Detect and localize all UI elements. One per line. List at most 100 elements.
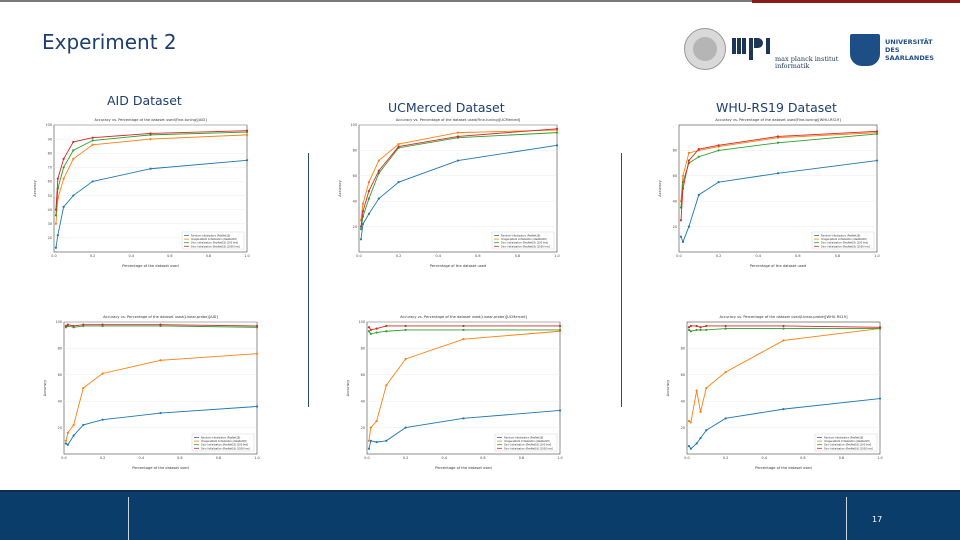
data-point	[62, 205, 65, 208]
y-tick-label: 20	[353, 225, 357, 229]
y-tick-label: 80	[681, 347, 685, 351]
data-point	[62, 166, 65, 169]
y-tick-label: 30	[48, 222, 52, 226]
data-point	[687, 328, 691, 332]
legend-entry: Dino Initialization (ResNet18) [1000 Ims…	[191, 245, 240, 248]
legend-entry: ImageneNet1 Initialization (ResNet18)	[821, 238, 867, 241]
y-tick-label: 50	[48, 194, 52, 198]
data-point	[367, 330, 371, 333]
data-point	[687, 419, 691, 423]
data-point	[91, 143, 94, 146]
series-line	[360, 128, 558, 227]
y-axis-label: Accuracy	[33, 179, 37, 196]
data-point	[72, 140, 75, 144]
chart-title: Accuracy vs. Percentage of the dataset u…	[94, 118, 207, 122]
y-tick-label: 60	[673, 174, 677, 178]
data-point	[367, 181, 370, 184]
data-point	[82, 386, 85, 390]
series-line	[688, 398, 881, 450]
x-tick-label: 0.0	[356, 254, 361, 258]
data-point	[62, 177, 65, 180]
data-point	[54, 222, 58, 225]
y-tick-label: 80	[353, 149, 357, 153]
data-point	[385, 384, 388, 387]
data-point	[101, 323, 104, 326]
y-tick-label: 40	[48, 208, 52, 212]
data-point	[149, 132, 152, 135]
data-point	[462, 328, 465, 332]
series-line	[368, 325, 560, 331]
y-axis-label: Accuracy	[346, 379, 350, 396]
data-point	[385, 324, 388, 328]
data-point	[64, 442, 68, 445]
data-point	[82, 323, 85, 326]
data-point	[159, 411, 162, 415]
legend-entry: Dino Initialization (ResNet18) [100 Ims]	[501, 242, 548, 245]
data-point	[776, 141, 780, 144]
data-point	[776, 172, 780, 175]
x-tick-label: 0.2	[396, 254, 401, 258]
y-tick-label: 20	[58, 426, 62, 430]
series-line	[688, 328, 881, 424]
data-point	[462, 338, 465, 341]
data-point	[404, 324, 407, 328]
data-point	[361, 222, 365, 226]
x-axis-label: Percentage of the dataset used	[132, 466, 188, 470]
y-tick-label: 90	[48, 137, 52, 141]
data-point	[679, 235, 683, 238]
top-rule	[0, 0, 752, 2]
plot-frame	[678, 124, 878, 253]
data-point	[375, 331, 378, 334]
x-tick-label: 1.0	[554, 254, 559, 258]
data-point	[695, 442, 698, 445]
legend-entry: ImageneNet1 Initialization (ResNet18)	[824, 440, 870, 443]
data-point	[699, 437, 702, 440]
data-point	[681, 240, 685, 243]
x-tick-label: 0.8	[515, 254, 520, 258]
legend-entry: Random Initialization (ResNet18)	[191, 235, 230, 238]
y-tick-label: 100	[46, 123, 52, 127]
x-tick-label: 0.4	[761, 456, 766, 460]
data-point	[54, 208, 58, 211]
x-tick-label: 0.4	[128, 254, 133, 258]
data-point	[456, 159, 460, 162]
data-point	[255, 352, 259, 355]
x-tick-label: 0.2	[90, 254, 95, 258]
data-point	[687, 159, 690, 162]
data-point	[397, 142, 400, 146]
x-axis-label: Percentage of the dataset used	[755, 466, 811, 470]
dataset-title-aid: AID Dataset	[107, 93, 182, 108]
legend-entry: Random Initialization (ResNet18)	[201, 437, 240, 440]
x-tick-label: 0.6	[177, 456, 182, 460]
legend-entry: ImageneNet1 Initialization (ResNet18)	[501, 238, 547, 241]
data-point	[149, 167, 152, 170]
legend-entry: Dino Initialization (ResNet18) [100 Ims]	[191, 242, 238, 245]
data-point	[705, 328, 708, 332]
data-point	[878, 326, 882, 329]
series-line	[360, 144, 558, 240]
legend-entry: ImageneNet1 Initialization (ResNet18)	[504, 440, 550, 443]
data-point	[724, 371, 727, 374]
data-point	[724, 327, 727, 330]
data-point	[782, 408, 785, 411]
x-tick-label: 0.8	[206, 254, 211, 258]
x-tick-label: 0.8	[216, 456, 221, 460]
chart-aid-linearprobe: Accuracy vs. Percentage of the dataset u…	[40, 312, 265, 472]
data-point	[705, 324, 708, 328]
data-point	[705, 386, 708, 390]
column-divider	[308, 153, 309, 407]
data-point	[367, 212, 370, 215]
data-point	[681, 174, 685, 177]
data-point	[697, 148, 700, 151]
chart-whu-linearprobe: Accuracy vs. Percentage of the dataset u…	[663, 312, 888, 472]
data-point	[697, 155, 700, 158]
data-point	[558, 409, 562, 412]
x-tick-label: 0.6	[800, 456, 805, 460]
data-point	[875, 130, 879, 133]
data-point	[699, 410, 702, 413]
data-point	[375, 419, 378, 423]
data-point	[687, 225, 690, 228]
data-point	[375, 327, 378, 330]
x-axis-label: Percentage of the dataset used	[750, 264, 806, 268]
y-tick-label: 80	[361, 347, 365, 351]
